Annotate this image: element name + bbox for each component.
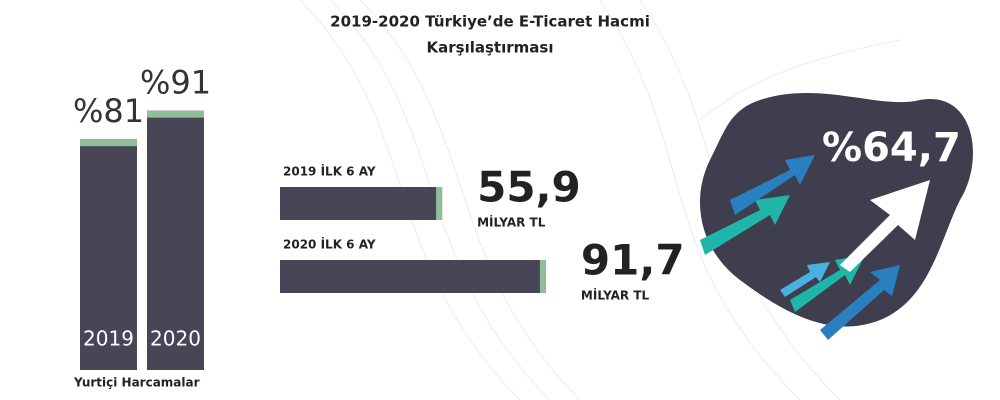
increase-label: Artış: [728, 112, 803, 145]
bar-category: 2019: [83, 327, 134, 351]
bar-cap: [147, 110, 204, 118]
bar: [280, 187, 443, 220]
bar: [80, 139, 137, 370]
increase-value: %64,7: [822, 125, 961, 171]
bar-value-label: %91: [140, 64, 211, 102]
bar-value-label: %81: [73, 92, 144, 130]
bar-value-label: 91,7: [581, 236, 685, 285]
x-axis-label: Yurtiçi Harcamalar: [73, 376, 200, 390]
title-line: 2019-2020 Türkiye’de E-Ticaret Hacmi: [330, 13, 650, 31]
bar-category: 2019 İLK 6 AY: [283, 164, 376, 179]
bar-value-label: 55,9: [477, 163, 581, 212]
title-line: Karşılaştırması: [427, 39, 554, 57]
bar-cap: [80, 139, 137, 147]
bar-category: 2020 İLK 6 AY: [283, 237, 376, 252]
bar-category: 2020: [150, 327, 201, 351]
bar-unit: MİLYAR TL: [581, 288, 650, 303]
bar: [280, 260, 546, 293]
bar-unit: MİLYAR TL: [477, 215, 546, 230]
bar-cap: [539, 260, 546, 293]
bar-cap: [436, 187, 443, 220]
bar: [147, 110, 204, 371]
increase-graphic: Artış %64,7: [700, 92, 973, 340]
